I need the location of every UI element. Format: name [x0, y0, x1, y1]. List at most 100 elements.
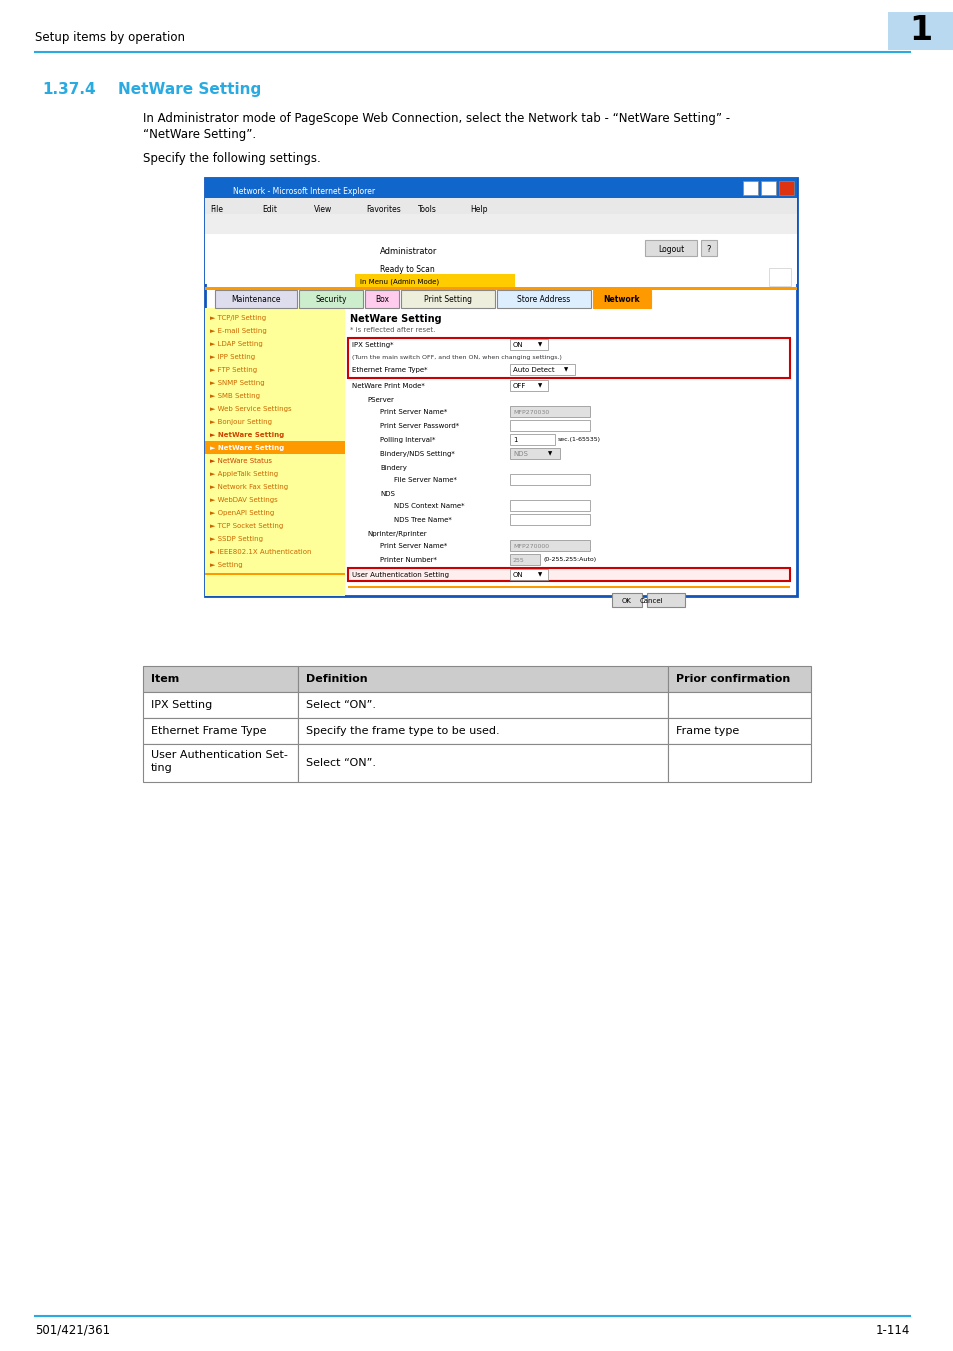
Bar: [766, 199, 794, 213]
Text: 1: 1: [513, 436, 517, 443]
Bar: [510, 407, 589, 417]
Text: ► TCP/IP Setting: ► TCP/IP Setting: [210, 315, 266, 322]
Text: Administrator: Administrator: [379, 247, 436, 257]
Text: ► SMB Setting: ► SMB Setting: [210, 393, 260, 399]
Text: OK: OK: [621, 598, 631, 604]
Bar: [297, 692, 667, 717]
Text: ► LDAP Setting: ► LDAP Setting: [210, 340, 262, 347]
Bar: [667, 744, 810, 782]
Bar: [355, 259, 535, 274]
Text: NDS Tree Name*: NDS Tree Name*: [394, 517, 452, 523]
Bar: [143, 744, 297, 782]
Text: (Turn the main switch OFF, and then ON, when changing settings.): (Turn the main switch OFF, and then ON, …: [352, 355, 561, 361]
Bar: [355, 240, 635, 258]
Text: ► IEEE802.1X Authentication: ► IEEE802.1X Authentication: [210, 549, 312, 555]
Bar: [667, 692, 810, 717]
Text: Select “ON”.: Select “ON”.: [306, 758, 375, 767]
Text: In Menu (Admin Mode): In Menu (Admin Mode): [359, 278, 438, 285]
Text: Ready to Scan: Ready to Scan: [379, 265, 435, 273]
Bar: [760, 181, 775, 195]
Text: View: View: [314, 204, 332, 213]
Bar: [348, 586, 789, 588]
Bar: [143, 717, 297, 744]
Bar: [205, 440, 345, 454]
Text: ► Web Service Settings: ► Web Service Settings: [210, 407, 292, 412]
Text: In Administrator mode of PageScope Web Connection, select the Network tab - “Net: In Administrator mode of PageScope Web C…: [143, 112, 729, 126]
Text: ► OpenAPI Setting: ► OpenAPI Setting: [210, 509, 274, 516]
Text: sec.(1-65535): sec.(1-65535): [558, 438, 600, 443]
Text: IPX Setting: IPX Setting: [151, 700, 212, 711]
Bar: [510, 540, 589, 551]
Bar: [205, 308, 345, 596]
Text: ▼: ▼: [547, 451, 552, 457]
Text: User Authentication Set-: User Authentication Set-: [151, 750, 288, 761]
Text: ► Setting: ► Setting: [210, 562, 242, 567]
Bar: [205, 199, 796, 213]
Text: File Server Name*: File Server Name*: [394, 477, 456, 484]
Bar: [205, 213, 796, 234]
Text: Store Address: Store Address: [517, 296, 570, 304]
Bar: [348, 338, 789, 378]
Text: ▼: ▼: [537, 384, 541, 389]
Text: Prior confirmation: Prior confirmation: [676, 674, 789, 684]
Text: Cancel: Cancel: [639, 598, 662, 604]
Text: ▼: ▼: [537, 343, 541, 347]
Text: Frame type: Frame type: [676, 725, 739, 736]
Text: IPX Setting*: IPX Setting*: [352, 342, 393, 349]
Bar: [510, 449, 559, 459]
Text: NDS: NDS: [513, 451, 527, 457]
Text: OFF: OFF: [513, 382, 526, 389]
Bar: [205, 286, 796, 290]
Text: ► Bonjour Setting: ► Bonjour Setting: [210, 419, 272, 426]
Text: NetWare Setting: NetWare Setting: [118, 82, 261, 97]
Text: Bindery: Bindery: [379, 465, 406, 471]
Text: Bindery/NDS Setting*: Bindery/NDS Setting*: [379, 451, 455, 457]
Text: ON: ON: [513, 571, 523, 578]
Text: ► FTP Setting: ► FTP Setting: [210, 367, 257, 373]
Text: Nprinter/Rprinter: Nprinter/Rprinter: [367, 531, 426, 536]
Text: ON: ON: [513, 342, 523, 349]
Text: Ethernet Frame Type: Ethernet Frame Type: [151, 725, 266, 736]
Text: Specify the frame type to be used.: Specify the frame type to be used.: [306, 725, 499, 736]
Text: Print Setting: Print Setting: [423, 296, 472, 304]
Text: 1.37.4: 1.37.4: [42, 82, 95, 97]
Bar: [355, 274, 515, 286]
Text: ► NetWare Status: ► NetWare Status: [210, 458, 272, 463]
Bar: [297, 666, 667, 692]
Bar: [510, 434, 555, 444]
Text: Favorites: Favorites: [366, 204, 400, 213]
Text: User Authentication Setting: User Authentication Setting: [352, 571, 449, 578]
Bar: [779, 181, 793, 195]
Bar: [510, 380, 547, 390]
Text: ► AppleTalk Setting: ► AppleTalk Setting: [210, 471, 278, 477]
Bar: [768, 267, 790, 286]
Text: Print Server Password*: Print Server Password*: [379, 423, 458, 430]
Bar: [298, 290, 363, 308]
Bar: [510, 339, 547, 350]
Bar: [297, 717, 667, 744]
Text: ► NetWare Setting: ► NetWare Setting: [210, 444, 284, 451]
Text: Edit: Edit: [262, 204, 276, 213]
Text: Tools: Tools: [417, 204, 436, 213]
Bar: [742, 181, 758, 195]
Text: Network: Network: [603, 296, 639, 304]
Text: ► IPP Setting: ► IPP Setting: [210, 354, 254, 359]
Text: ▼: ▼: [563, 367, 568, 373]
Bar: [510, 569, 547, 580]
Bar: [887, 12, 953, 50]
Text: Help: Help: [470, 204, 487, 213]
Bar: [214, 290, 296, 308]
Bar: [205, 573, 345, 576]
Text: NetWare Print Mode*: NetWare Print Mode*: [352, 382, 424, 389]
Text: Box: Box: [375, 296, 389, 304]
Bar: [143, 666, 297, 692]
Text: Select “ON”.: Select “ON”.: [306, 700, 375, 711]
Text: ► NetWare Setting: ► NetWare Setting: [210, 432, 284, 438]
Bar: [143, 692, 297, 717]
Bar: [400, 290, 495, 308]
Text: Network - Microsoft Internet Explorer: Network - Microsoft Internet Explorer: [233, 186, 375, 196]
Text: * is reflected after reset.: * is reflected after reset.: [350, 327, 435, 332]
Text: “NetWare Setting”.: “NetWare Setting”.: [143, 128, 255, 141]
Text: Definition: Definition: [306, 674, 367, 684]
Bar: [646, 593, 684, 607]
